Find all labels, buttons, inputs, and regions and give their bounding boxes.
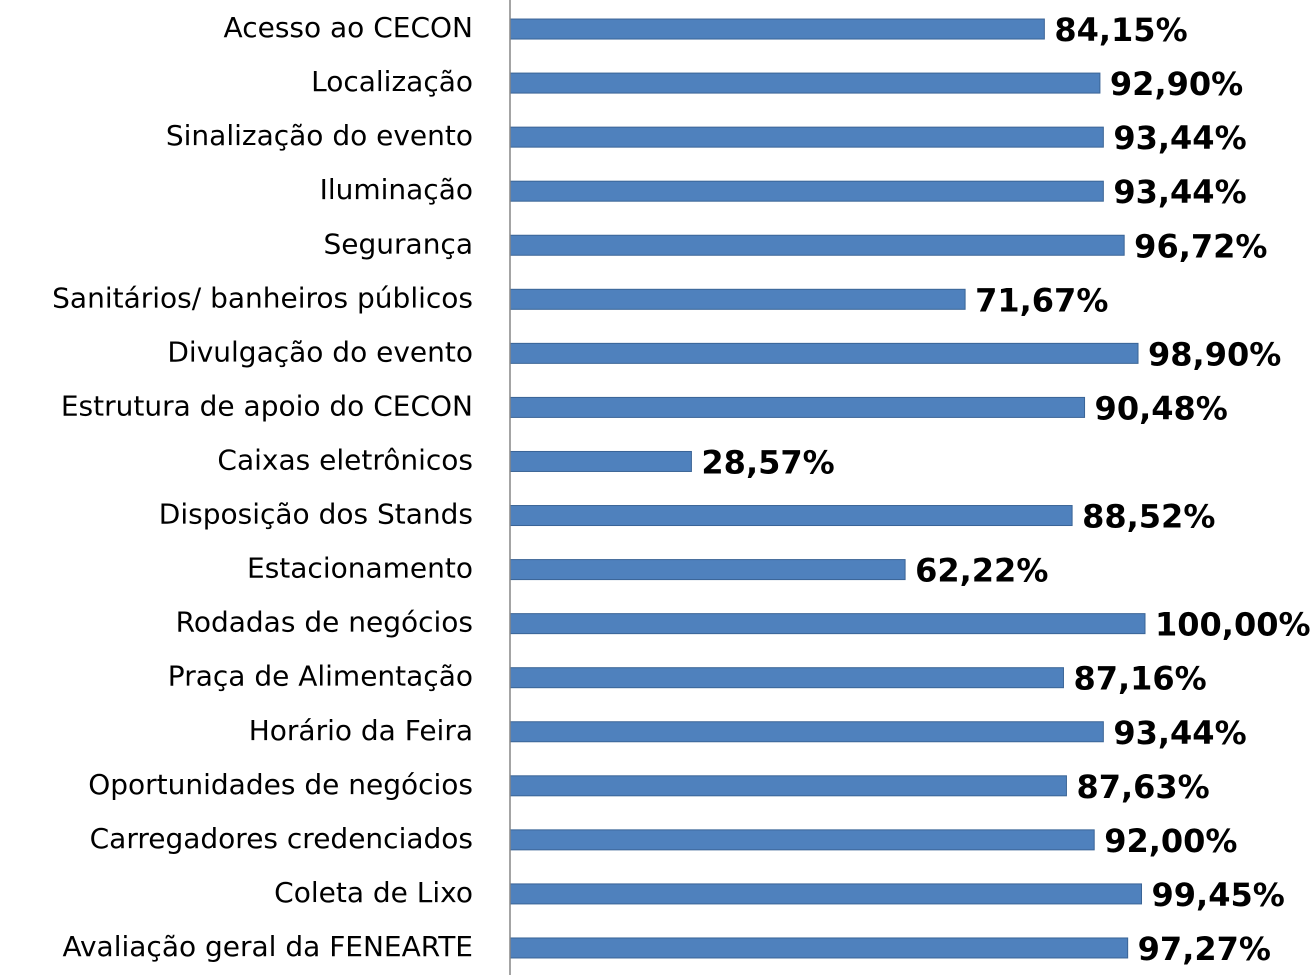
bar: [509, 180, 1104, 202]
y-tick-label: Acesso ao CECON: [224, 11, 473, 44]
y-tick-label: Avaliação geral da FENEARTE: [62, 930, 473, 963]
y-tick-label: Localização: [311, 65, 473, 98]
y-tick-label: Segurança: [324, 227, 474, 260]
value-label: 97,27%: [1138, 930, 1271, 968]
y-tick-label: Estacionamento: [247, 552, 473, 585]
bar: [509, 883, 1143, 905]
y-tick-label: Oportunidades de negócios: [88, 768, 473, 801]
value-label: 87,63%: [1076, 768, 1209, 806]
y-tick-label: Caixas eletrônicos: [217, 443, 473, 476]
y-tick-label: Coleta de Lixo: [274, 876, 473, 909]
value-label: 96,72%: [1134, 227, 1267, 265]
bar: [509, 288, 966, 310]
value-label: 93,44%: [1113, 119, 1246, 157]
y-tick-label: Sinalização do evento: [166, 119, 473, 152]
value-label: 71,67%: [975, 281, 1108, 319]
value-label: 98,90%: [1148, 335, 1281, 373]
bar: [509, 18, 1045, 40]
value-label: 100,00%: [1155, 606, 1311, 644]
bar: [509, 234, 1125, 256]
bar: [509, 72, 1101, 94]
value-label: 88,52%: [1082, 498, 1215, 536]
value-label: 92,00%: [1104, 822, 1237, 860]
bar: [509, 342, 1139, 364]
y-tick-label: Divulgação do evento: [167, 335, 473, 368]
y-tick-label: Iluminação: [320, 173, 473, 206]
bar: [509, 396, 1086, 418]
value-label: 62,22%: [915, 552, 1048, 590]
value-label: 84,15%: [1054, 11, 1187, 49]
bar: [509, 126, 1104, 148]
bar: [509, 937, 1129, 959]
bar: [509, 721, 1104, 743]
bar: [509, 505, 1073, 527]
value-label: 90,48%: [1095, 389, 1228, 427]
bar: [509, 613, 1146, 635]
y-tick-label: Estrutura de apoio do CECON: [61, 389, 473, 422]
y-tick-label: Horário da Feira: [249, 714, 473, 747]
value-label: 99,45%: [1152, 876, 1285, 914]
bar: [509, 775, 1067, 797]
y-tick-label: Sanitários/ banheiros públicos: [52, 281, 473, 314]
value-label: 93,44%: [1113, 173, 1246, 211]
bar: [509, 450, 692, 472]
y-tick-label: Rodadas de negócios: [176, 606, 473, 639]
value-label: 92,90%: [1110, 65, 1243, 103]
bar: [509, 559, 906, 581]
value-label: 87,16%: [1073, 660, 1206, 698]
bar: [509, 829, 1095, 851]
y-tick-label: Carregadores credenciados: [90, 822, 473, 855]
value-label: 93,44%: [1113, 714, 1246, 752]
value-label: 28,57%: [701, 443, 834, 481]
y-tick-label: Praça de Alimentação: [168, 660, 473, 693]
y-tick-label: Disposição dos Stands: [159, 498, 473, 531]
bar: [509, 667, 1064, 689]
